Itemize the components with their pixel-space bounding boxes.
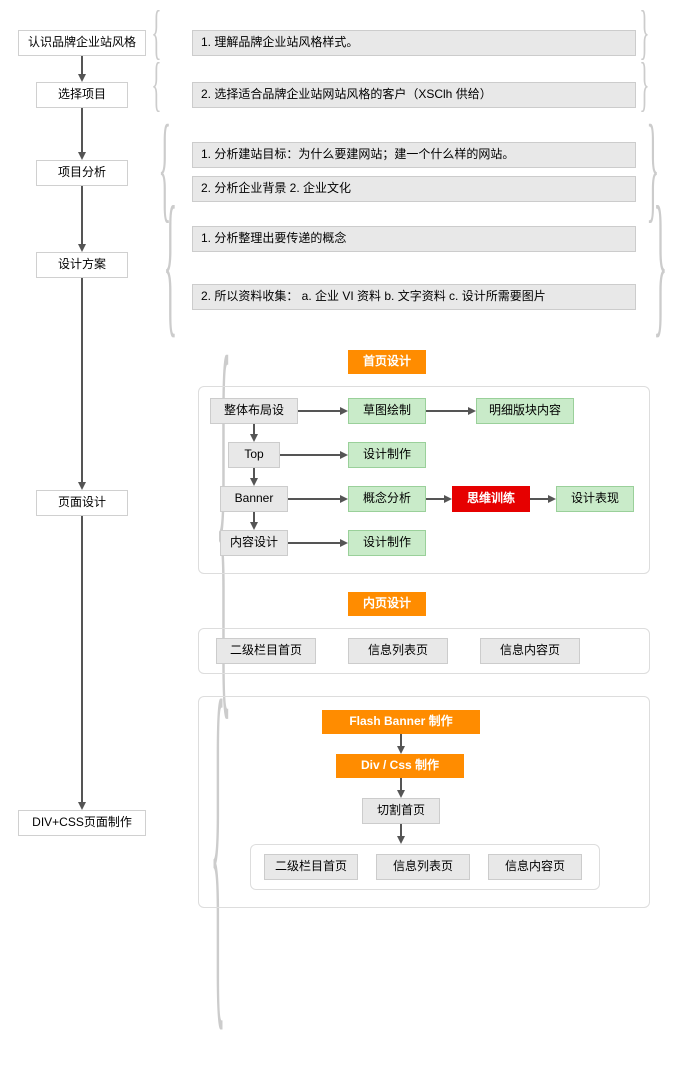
arrow-head-right [468, 407, 476, 415]
arrow-line [81, 186, 83, 244]
arrow-line [81, 516, 83, 802]
step-label: 选择项目 [58, 87, 106, 103]
ip-contentpage: 信息内容页 [480, 638, 580, 664]
label: 设计表现 [571, 491, 619, 507]
arrow-line [253, 512, 255, 522]
arrow-head-down [250, 522, 258, 530]
brace-right: } [653, 170, 667, 355]
hp-thinking: 思维训练 [452, 486, 530, 512]
arrow-head-down [78, 152, 86, 160]
panel-divcss [198, 696, 650, 908]
arrow-head-right [340, 451, 348, 459]
flowchart-canvas: 认识品牌企业站风格 选择项目 项目分析 设计方案 页面设计 DIV+CSS页面制… [12, 12, 668, 972]
step-page-design: 页面设计 [36, 490, 128, 516]
brace-left: { [163, 170, 177, 355]
arrow-line [426, 498, 444, 500]
step-label: DIV+CSS页面制作 [32, 815, 132, 831]
arrow-line [288, 542, 340, 544]
arrow-line [288, 498, 340, 500]
arrow-line [81, 278, 83, 482]
label: Top [244, 447, 263, 463]
hp-make-content: 设计制作 [348, 530, 426, 556]
arrow-line [280, 454, 340, 456]
ip-level2: 二级栏目首页 [216, 638, 316, 664]
label: 信息内容页 [500, 643, 560, 659]
hp-top: Top [228, 442, 280, 468]
title-text: 首页设计 [363, 354, 411, 370]
hp-express: 设计表现 [556, 486, 634, 512]
label: 二级栏目首页 [230, 643, 302, 659]
hp-banner: Banner [220, 486, 288, 512]
step-label: 设计方案 [58, 257, 106, 273]
arrow-line [253, 468, 255, 478]
arrow-line [81, 56, 83, 74]
hp-layout: 整体布局设 [210, 398, 298, 424]
desc-text: 1. 理解品牌企业站风格样式。 [201, 35, 358, 51]
hp-make-top: 设计制作 [348, 442, 426, 468]
label: 设计制作 [363, 447, 411, 463]
hp-sketch: 草图绘制 [348, 398, 426, 424]
step-select-project: 选择项目 [36, 82, 128, 108]
desc-text: 1. 分析建站目标：为什么要建网站；建一个什么样的网站。 [201, 147, 514, 163]
arrow-head-right [340, 539, 348, 547]
title-innerpage-design: 内页设计 [348, 592, 426, 616]
title-text: 内页设计 [363, 596, 411, 612]
label: 信息列表页 [368, 643, 428, 659]
label: 概念分析 [363, 491, 411, 507]
arrow-head-right [340, 407, 348, 415]
desc-2: 2. 选择适合品牌企业站网站风格的客户（XSClh 供给） [192, 82, 636, 108]
hp-concept: 概念分析 [348, 486, 426, 512]
label: 设计制作 [363, 535, 411, 551]
step-divcss: DIV+CSS页面制作 [18, 810, 146, 836]
step-label: 页面设计 [58, 495, 106, 511]
step-project-analysis: 项目分析 [36, 160, 128, 186]
step-label: 认识品牌企业站风格 [28, 35, 136, 51]
arrow-line [298, 410, 340, 412]
arrow-head-down [250, 434, 258, 442]
ip-listpage: 信息列表页 [348, 638, 448, 664]
arrow-line [81, 108, 83, 152]
label: 明细版块内容 [489, 403, 561, 419]
label: 整体布局设 [224, 403, 284, 419]
desc-6: 2. 所以资料收集： a. 企业 VI 资料 b. 文字资料 c. 设计所需要图… [192, 284, 636, 310]
arrow-head-right [444, 495, 452, 503]
step-design-plan: 设计方案 [36, 252, 128, 278]
label: 思维训练 [467, 491, 515, 507]
desc-text: 2. 所以资料收集： a. 企业 VI 资料 b. 文字资料 c. 设计所需要图… [201, 289, 546, 305]
arrow-head-right [548, 495, 556, 503]
title-homepage-design: 首页设计 [348, 350, 426, 374]
label: 草图绘制 [363, 403, 411, 419]
step-label: 项目分析 [58, 165, 106, 181]
arrow-line [253, 424, 255, 434]
desc-5: 1. 分析整理出要传递的概念 [192, 226, 636, 252]
desc-text: 1. 分析整理出要传递的概念 [201, 231, 346, 247]
arrow-head-down [78, 74, 86, 82]
label: 内容设计 [230, 535, 278, 551]
arrow-line [530, 498, 548, 500]
hp-content: 内容设计 [220, 530, 288, 556]
label: Banner [235, 491, 274, 507]
desc-text: 2. 分析企业背景 2. 企业文化 [201, 181, 351, 197]
arrow-head-down [78, 802, 86, 810]
desc-1: 1. 理解品牌企业站风格样式。 [192, 30, 636, 56]
desc-3: 1. 分析建站目标：为什么要建网站；建一个什么样的网站。 [192, 142, 636, 168]
desc-4: 2. 分析企业背景 2. 企业文化 [192, 176, 636, 202]
desc-text: 2. 选择适合品牌企业站网站风格的客户（XSClh 供给） [201, 87, 492, 103]
hp-detail: 明细版块内容 [476, 398, 574, 424]
arrow-head-down [78, 482, 86, 490]
step-recognize-style: 认识品牌企业站风格 [18, 30, 146, 56]
arrow-line [426, 410, 468, 412]
arrow-head-right [340, 495, 348, 503]
arrow-head-down [250, 478, 258, 486]
arrow-head-down [78, 244, 86, 252]
